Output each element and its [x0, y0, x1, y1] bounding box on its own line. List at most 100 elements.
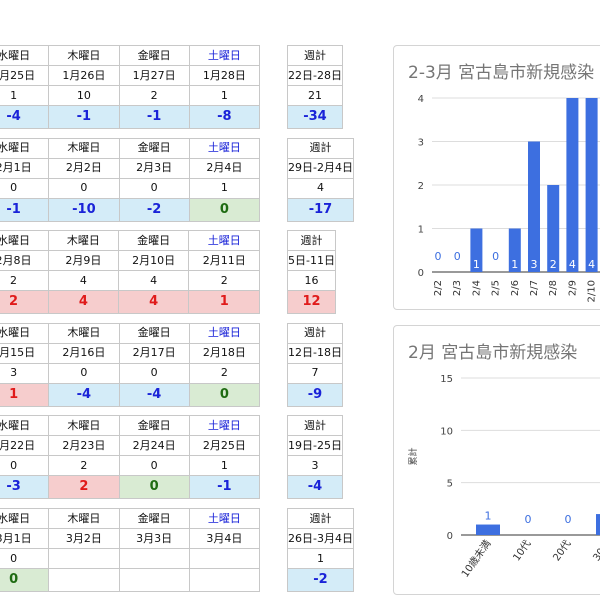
weekly-range-cell: 29日-2月4日 [287, 157, 354, 179]
data-label: 0 [435, 250, 442, 263]
weekday-cell: 金曜日 [118, 45, 190, 66]
date-cell: 2月3日 [118, 157, 190, 179]
y-tick-label: 3 [418, 138, 424, 149]
y-tick-label: 5 [447, 479, 453, 490]
x-tick-label: 2/5 [491, 280, 502, 296]
diff-cell: 0 [188, 382, 261, 407]
weekly-count-cell: 21 [287, 85, 343, 106]
weekday-cell: 水曜日 [0, 45, 50, 66]
weekday-cell: 木曜日 [48, 415, 120, 437]
count-cell [188, 548, 261, 569]
y-axis-label: 累計 [407, 447, 419, 465]
date-cell: 2月8日 [0, 250, 49, 272]
weekly-count-cell: 16 [287, 270, 336, 292]
count-cell: 1 [188, 177, 261, 199]
data-label: 0 [492, 250, 499, 263]
x-tick-label: 2/2 [433, 280, 444, 296]
weekly-count-cell: 3 [287, 455, 343, 477]
diff-cell: 2 [0, 290, 49, 315]
count-cell: 1 [188, 85, 261, 106]
count-cell: 0 [0, 548, 50, 569]
weekly-diff-cell: 12 [287, 290, 336, 315]
weekly-range-cell: 5日-11日 [287, 250, 336, 272]
date-cell: 2月4日 [188, 157, 261, 179]
diff-cell: 0 [188, 197, 261, 222]
weekday-cell: 土曜日 [188, 415, 261, 437]
x-tick-label: 30代 [591, 538, 600, 564]
date-cell: 2月1日 [0, 157, 50, 179]
date-cell: 2月23日 [48, 435, 120, 457]
count-cell: 0 [118, 177, 190, 199]
diff-cell: -4 [0, 105, 50, 129]
data-label: 0 [454, 250, 461, 263]
weekly-diff-cell: -2 [287, 568, 354, 592]
date-cell: 1月28日 [188, 65, 261, 86]
y-tick-label: 1 [418, 225, 424, 236]
weekday-cell: 土曜日 [188, 508, 261, 529]
diff-cell: 0 [118, 475, 190, 500]
count-cell: 2 [118, 85, 190, 106]
date-cell: 1月25日 [0, 65, 50, 86]
date-cell: 2月11日 [188, 250, 260, 272]
diff-cell: -10 [48, 197, 120, 222]
count-cell: 0 [118, 362, 190, 384]
count-cell [118, 548, 190, 569]
date-cell: 2月9日 [47, 250, 119, 272]
date-cell: 2月22日 [0, 435, 50, 457]
diff-cell: -1 [0, 197, 50, 222]
weekday-cell: 木曜日 [48, 137, 120, 159]
weekday-cell: 水曜日 [0, 415, 50, 437]
date-cell: 3月4日 [188, 528, 261, 549]
age-bar-chart: 051015累計110歳未満010代020代230代 [407, 374, 600, 580]
bar [596, 514, 600, 535]
data-label: 0 [525, 513, 532, 526]
weekly-range-cell: 19日-25日 [287, 435, 343, 457]
data-label: 1 [485, 510, 492, 523]
count-cell: 0 [48, 362, 120, 384]
weekly-range-cell: 26日-3月4日 [287, 528, 354, 549]
weekly-total-table: 週計 19日-25日 3 -4 [287, 415, 343, 500]
data-label: 4 [569, 258, 576, 271]
bar [476, 524, 500, 535]
weekly-label-cell: 週計 [287, 415, 343, 437]
data-label: 2 [550, 258, 557, 271]
age-chart-card: 2月 宮古島市新規感染 051015累計110歳未満010代020代230代 [393, 325, 600, 595]
x-tick-label: 10歳未満 [459, 538, 493, 580]
diff-cell: -1 [188, 475, 261, 500]
date-cell: 2月16日 [48, 342, 120, 364]
diff-cell: -1 [48, 105, 120, 129]
x-tick-label: 2/9 [567, 280, 578, 296]
diff-cell: -1 [118, 105, 190, 129]
count-cell: 0 [0, 455, 50, 477]
count-cell: 1 [188, 455, 261, 477]
weekly-total-table: 週計 26日-3月4日 1 -2 [287, 508, 354, 592]
bar [528, 141, 540, 272]
data-label: 1 [473, 258, 480, 271]
weekly-total-table: 週計 22日-28日 21 -34 [287, 45, 343, 129]
weekday-cell: 金曜日 [118, 322, 190, 344]
bar [470, 228, 483, 272]
y-tick-label: 10 [440, 426, 453, 437]
date-cell: 2月25日 [188, 435, 261, 457]
x-tick-label: 2/4 [471, 280, 482, 296]
data-label: 1 [511, 258, 518, 271]
diff-cell: 4 [47, 290, 119, 315]
weekday-cell: 水曜日 [0, 508, 50, 529]
date-cell: 2月18日 [188, 342, 261, 364]
x-tick-label: 2/10 [587, 280, 598, 302]
count-cell: 4 [47, 270, 119, 292]
weekly-count-cell: 4 [287, 177, 354, 199]
weekly-diff-cell: -17 [287, 197, 354, 222]
diff-cell [48, 568, 120, 592]
weekly-diff-cell: -4 [287, 475, 343, 500]
y-tick-label: 4 [418, 94, 424, 105]
x-tick-label: 2/3 [452, 280, 463, 296]
diff-cell: -4 [118, 382, 190, 407]
weekday-cell: 木曜日 [48, 322, 120, 344]
weekly-label-cell: 週計 [287, 137, 354, 159]
weekday-cell: 金曜日 [118, 137, 190, 159]
count-cell: 10 [48, 85, 120, 106]
weekday-cell: 木曜日 [48, 45, 120, 66]
bar [585, 98, 598, 272]
